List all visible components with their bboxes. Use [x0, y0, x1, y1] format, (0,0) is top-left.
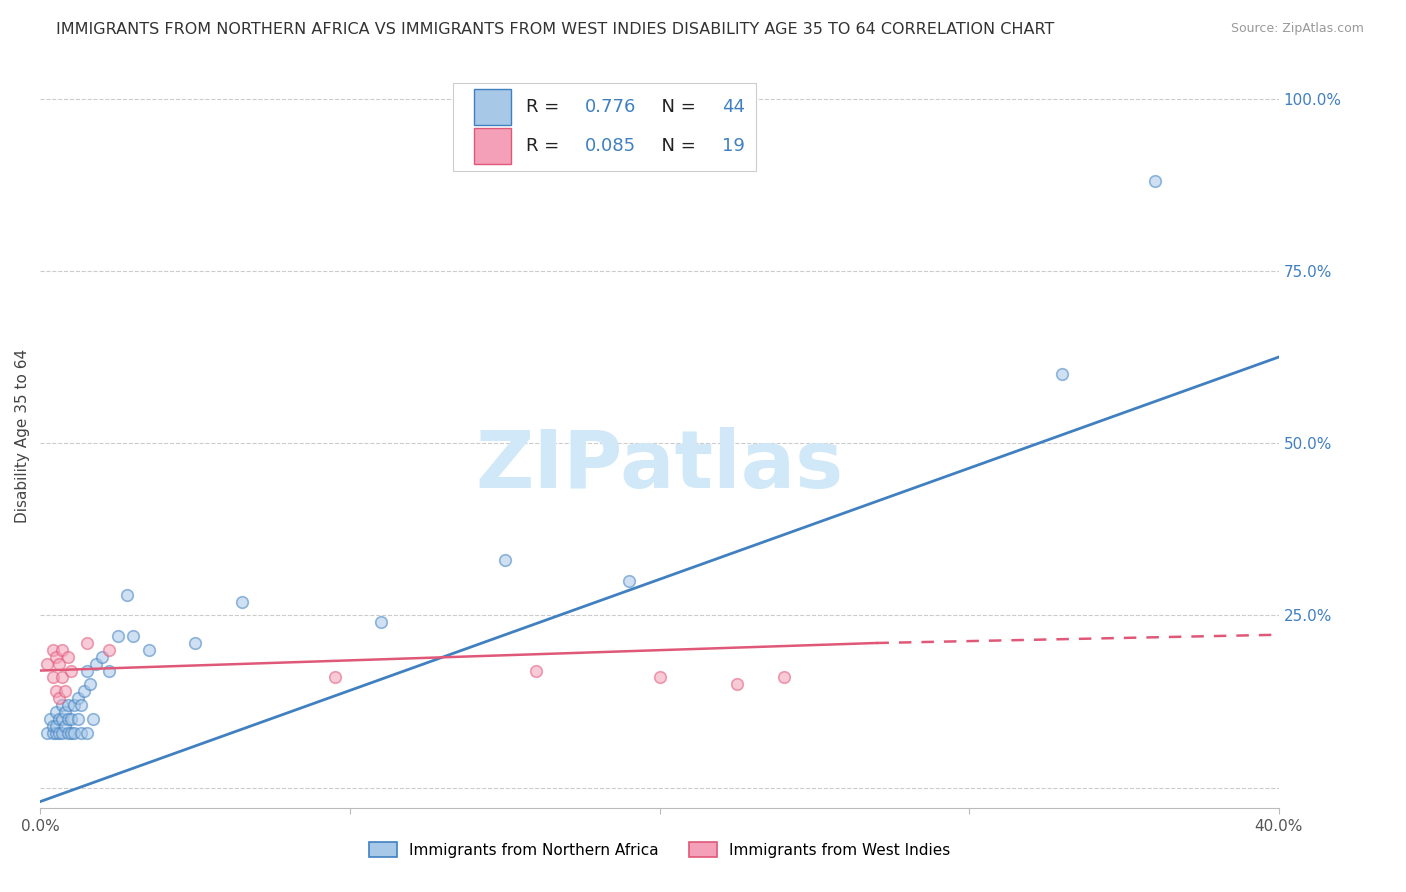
Point	[184, 636, 207, 650]
Point	[66, 712, 89, 726]
Point	[772, 670, 794, 684]
Point	[48, 712, 70, 726]
Point	[323, 670, 346, 684]
Point	[51, 725, 73, 739]
Point	[48, 657, 70, 671]
Point	[648, 670, 671, 684]
Point	[45, 719, 67, 733]
Point	[51, 698, 73, 712]
Text: 0.776: 0.776	[585, 98, 637, 116]
Point	[38, 712, 60, 726]
Point	[73, 684, 96, 698]
Text: Source: ZipAtlas.com: Source: ZipAtlas.com	[1230, 22, 1364, 36]
Point	[45, 684, 67, 698]
FancyBboxPatch shape	[474, 128, 510, 164]
Point	[45, 649, 67, 664]
Text: IMMIGRANTS FROM NORTHERN AFRICA VS IMMIGRANTS FROM WEST INDIES DISABILITY AGE 35: IMMIGRANTS FROM NORTHERN AFRICA VS IMMIG…	[56, 22, 1054, 37]
Point	[76, 725, 98, 739]
Point	[42, 670, 65, 684]
Point	[84, 657, 107, 671]
Point	[63, 725, 86, 739]
Point	[60, 664, 83, 678]
Point	[45, 725, 67, 739]
Point	[53, 684, 76, 698]
Point	[60, 712, 83, 726]
Point	[617, 574, 640, 588]
Point	[494, 553, 516, 567]
Point	[51, 712, 73, 726]
Point	[231, 594, 253, 608]
Text: N =: N =	[650, 98, 702, 116]
Y-axis label: Disability Age 35 to 64: Disability Age 35 to 64	[15, 349, 30, 524]
Point	[1144, 174, 1167, 188]
Point	[51, 643, 73, 657]
Point	[53, 719, 76, 733]
Point	[48, 691, 70, 706]
Point	[138, 643, 160, 657]
Point	[63, 698, 86, 712]
Point	[42, 719, 65, 733]
Point	[115, 588, 138, 602]
Point	[58, 649, 80, 664]
Text: N =: N =	[650, 136, 702, 155]
Point	[48, 725, 70, 739]
Point	[58, 698, 80, 712]
Text: 0.085: 0.085	[585, 136, 637, 155]
Point	[58, 712, 80, 726]
Point	[91, 649, 114, 664]
Point	[97, 643, 120, 657]
Point	[122, 629, 145, 643]
Point	[53, 705, 76, 719]
Text: R =: R =	[526, 98, 565, 116]
Point	[524, 664, 547, 678]
Point	[35, 657, 58, 671]
Point	[97, 664, 120, 678]
FancyBboxPatch shape	[474, 89, 510, 125]
Point	[35, 725, 58, 739]
Text: 19: 19	[721, 136, 744, 155]
Point	[45, 705, 67, 719]
Point	[51, 670, 73, 684]
Point	[42, 643, 65, 657]
Point	[69, 725, 91, 739]
Text: 44: 44	[721, 98, 745, 116]
Point	[76, 664, 98, 678]
Point	[79, 677, 101, 691]
Point	[66, 691, 89, 706]
Point	[42, 725, 65, 739]
Point	[76, 636, 98, 650]
Point	[82, 712, 104, 726]
FancyBboxPatch shape	[453, 83, 756, 170]
Point	[370, 615, 392, 630]
Point	[60, 725, 83, 739]
Point	[69, 698, 91, 712]
Text: ZIPatlas: ZIPatlas	[475, 427, 844, 505]
Point	[1050, 368, 1073, 382]
Legend: Immigrants from Northern Africa, Immigrants from West Indies: Immigrants from Northern Africa, Immigra…	[363, 837, 956, 864]
Point	[725, 677, 748, 691]
Point	[107, 629, 129, 643]
Text: R =: R =	[526, 136, 565, 155]
Point	[58, 725, 80, 739]
